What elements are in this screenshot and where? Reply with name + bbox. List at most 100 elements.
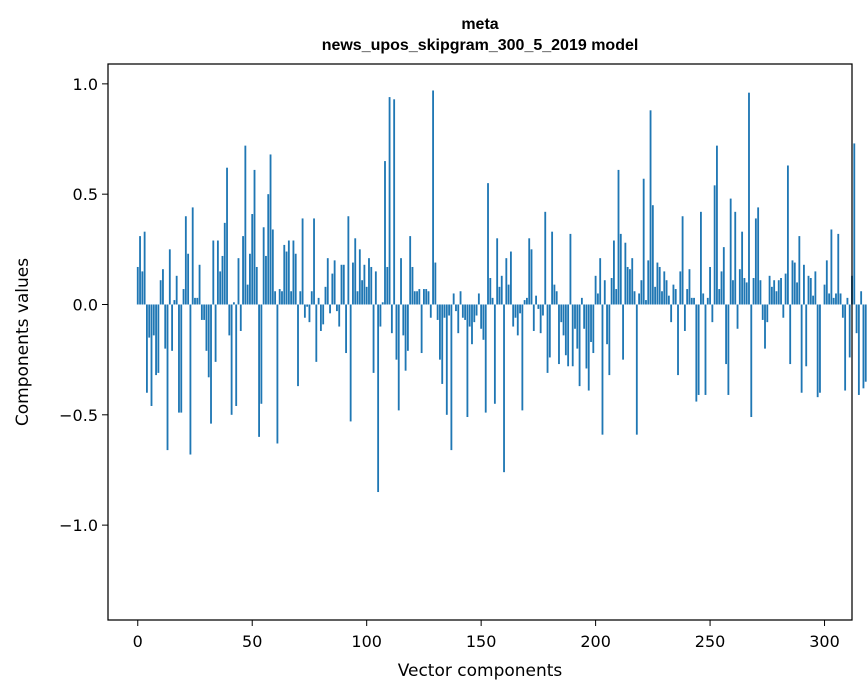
bar-98	[361, 280, 364, 305]
bar-298	[819, 304, 821, 393]
bar-223	[647, 260, 650, 305]
bar-198	[590, 304, 592, 342]
bar-47	[244, 145, 247, 305]
bar-293	[807, 275, 810, 305]
bar-128	[429, 304, 432, 318]
bar-247	[702, 293, 705, 305]
bar-21	[184, 216, 187, 305]
bar-125	[423, 289, 425, 305]
bar-276	[768, 275, 771, 305]
bar-109	[386, 266, 389, 305]
bar-34	[214, 304, 217, 362]
bar-178	[544, 211, 547, 305]
bar-102	[370, 266, 373, 305]
x-tick-label: 300	[809, 632, 840, 651]
bar-278	[773, 280, 776, 305]
bar-302	[828, 293, 831, 305]
bar-97	[358, 249, 361, 305]
bar-16	[173, 300, 176, 305]
bar-137	[450, 304, 453, 451]
bar-179	[546, 304, 549, 373]
bar-265	[743, 278, 746, 305]
bar-231	[665, 280, 668, 305]
bar-74	[306, 304, 309, 307]
bar-217	[633, 291, 636, 305]
bar-228	[658, 266, 661, 305]
bar-243	[693, 297, 695, 305]
bar-297	[816, 304, 819, 398]
bar-10	[159, 280, 162, 305]
bar-263	[738, 269, 741, 305]
bar-267	[748, 92, 750, 305]
y-axis-label: Components values	[13, 258, 33, 426]
bar-195	[583, 304, 586, 329]
bar-40	[228, 304, 231, 336]
bar-35	[216, 240, 219, 305]
bar-39	[226, 167, 228, 305]
bar-90	[342, 264, 345, 305]
bar-246	[700, 211, 702, 305]
bar-160	[503, 304, 505, 473]
bar-284	[786, 165, 789, 305]
bar-82	[324, 286, 327, 305]
bar-159	[500, 275, 503, 305]
bar-42	[232, 302, 235, 305]
bar-113	[395, 304, 398, 360]
bar-50	[251, 214, 254, 305]
x-tick-label: 150	[466, 632, 497, 651]
bar-206	[608, 304, 611, 376]
bar-62	[278, 289, 281, 305]
bar-273	[761, 304, 764, 320]
bar-73	[303, 304, 306, 318]
bar-252	[713, 185, 716, 305]
bar-268	[750, 304, 753, 418]
bar-256	[722, 247, 725, 305]
bar-196	[585, 304, 588, 369]
bar-148	[475, 304, 478, 316]
bar-4	[146, 304, 148, 393]
bar-132	[439, 304, 441, 360]
bar-61	[276, 304, 279, 444]
bar-181	[551, 231, 554, 305]
bar-166	[516, 304, 519, 336]
bar-91	[345, 304, 347, 354]
bar-106	[379, 304, 382, 327]
bar-95	[354, 238, 357, 305]
bar-230	[663, 271, 666, 305]
bar-207	[610, 278, 613, 305]
bar-68	[292, 240, 295, 305]
bar-25	[194, 297, 196, 305]
bar-7	[152, 304, 155, 336]
bar-239	[683, 304, 686, 331]
bar-205	[606, 304, 608, 345]
bar-316	[860, 291, 863, 305]
bar-200	[594, 275, 597, 305]
bar-114	[397, 304, 400, 411]
bar-261	[734, 211, 737, 305]
bar-121	[413, 291, 416, 305]
bar-188	[567, 304, 570, 367]
bar-220	[640, 280, 643, 305]
bar-112	[393, 99, 396, 305]
bar-240	[686, 289, 689, 305]
bar-285	[789, 304, 792, 365]
bar-237	[679, 271, 682, 305]
bar-60	[274, 291, 277, 305]
bar-192	[576, 304, 579, 349]
bar-92	[347, 216, 350, 305]
bar-248	[704, 304, 707, 395]
bar-11	[162, 269, 164, 305]
bar-236	[677, 304, 679, 376]
bar-118	[406, 304, 409, 351]
bar-274	[764, 304, 766, 349]
bar-133	[441, 304, 444, 384]
bar-49	[249, 253, 251, 305]
y-tick-label: 1.0	[73, 75, 98, 94]
bar-233	[670, 304, 673, 323]
bar-182	[553, 284, 556, 305]
bar-71	[299, 291, 302, 305]
bar-93	[349, 304, 352, 422]
bar-43	[235, 304, 238, 406]
bar-17	[175, 275, 178, 305]
